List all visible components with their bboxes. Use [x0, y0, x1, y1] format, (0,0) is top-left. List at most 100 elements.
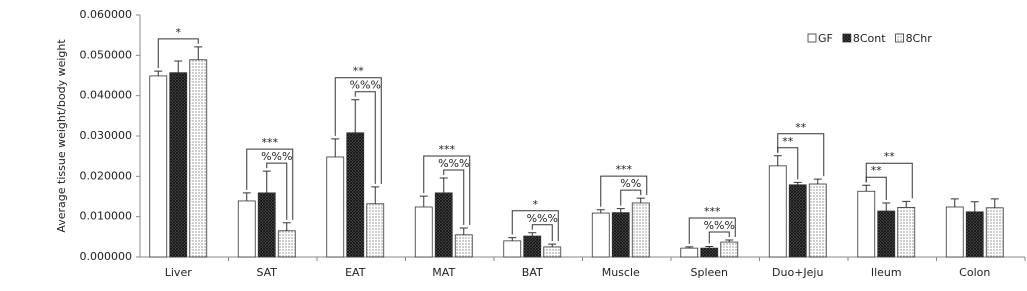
- x-tick-label: Ileum: [871, 266, 902, 279]
- x-tick-label: Colon: [959, 266, 990, 279]
- significance-label: ***: [616, 163, 633, 176]
- x-tick-label: Duo+Jeju: [772, 266, 823, 279]
- significance-label: ***: [704, 205, 721, 218]
- bar: [189, 59, 208, 258]
- bar: [346, 132, 365, 258]
- y-tick-label: 0.040000: [80, 89, 133, 102]
- error-bar: [371, 186, 380, 204]
- bar: [434, 192, 453, 258]
- significance-bracket: [423, 155, 471, 225]
- significance-label: *: [176, 26, 182, 39]
- error-bar: [508, 237, 517, 241]
- legend-swatch: [895, 33, 904, 43]
- x-tick-label: SAT: [256, 266, 277, 279]
- significance-label: **: [353, 65, 365, 78]
- bar: [945, 206, 964, 258]
- error-bar: [990, 198, 999, 208]
- bar: [414, 206, 433, 258]
- significance-label: %%: [620, 177, 641, 190]
- bar: [680, 247, 699, 258]
- significance-bracket: [334, 77, 382, 184]
- bar: [877, 210, 896, 258]
- error-bar: [902, 200, 911, 208]
- y-tick-label: 0.000000: [80, 250, 133, 263]
- significance-bracket: [620, 189, 642, 206]
- error-bar: [970, 201, 979, 212]
- significance-label: *: [533, 198, 539, 211]
- x-tick-label: EAT: [345, 266, 366, 279]
- bar: [591, 212, 610, 258]
- error-bar: [616, 208, 625, 213]
- error-bar: [725, 239, 734, 243]
- significance-label: ***: [262, 136, 279, 149]
- significance-label: %%%: [704, 219, 735, 232]
- significance-bracket: [443, 169, 465, 225]
- bar: [454, 234, 473, 258]
- error-bar: [685, 246, 694, 249]
- x-tick-label: Spleen: [690, 266, 728, 279]
- bar: [366, 203, 385, 258]
- legend-swatch: [807, 33, 817, 43]
- x-tick-label: Muscle: [602, 266, 640, 279]
- bar: [768, 165, 787, 258]
- significance-bracket: [511, 210, 559, 242]
- bar: [965, 211, 984, 258]
- significance-label: ***: [439, 143, 456, 156]
- significance-bracket: [777, 133, 825, 177]
- y-tick-label: 0.060000: [80, 8, 133, 21]
- error-bar: [596, 209, 605, 214]
- bar: [700, 247, 719, 258]
- significance-label: **: [884, 150, 896, 163]
- bar: [631, 202, 650, 258]
- bar: [808, 183, 827, 258]
- bar: [720, 241, 739, 258]
- error-bar: [174, 60, 183, 73]
- bar: [523, 235, 542, 258]
- significance-label: %%%: [261, 150, 292, 163]
- error-bar: [194, 46, 203, 60]
- error-bar: [154, 70, 163, 76]
- bar: [169, 72, 188, 258]
- error-bar: [262, 170, 271, 193]
- legend-label: 8Cont: [853, 32, 886, 45]
- legend-swatch: [842, 33, 852, 43]
- error-bar: [705, 246, 714, 249]
- error-bar: [773, 155, 782, 166]
- error-bar: [439, 177, 448, 193]
- bar: [897, 206, 916, 258]
- bar: [277, 230, 296, 258]
- significance-label: %%%: [350, 79, 381, 92]
- y-tick-label: 0.010000: [80, 210, 133, 223]
- error-bar: [882, 202, 891, 212]
- significance-bracket: [157, 38, 199, 69]
- y-tick-label: 0.050000: [80, 48, 133, 61]
- error-bar: [331, 138, 340, 157]
- significance-label: **: [795, 121, 807, 134]
- bar: [503, 240, 522, 258]
- x-tick-label: BAT: [522, 266, 543, 279]
- significance-label: **: [871, 164, 883, 177]
- significance-label: %%%: [527, 212, 558, 225]
- bar: [149, 75, 168, 258]
- y-axis-label: Average tissue weight/body weight: [55, 39, 68, 233]
- x-tick-label: MAT: [432, 266, 455, 279]
- error-bar: [282, 222, 291, 231]
- legend-label: 8Chr: [906, 32, 933, 45]
- significance-bracket: [688, 217, 736, 244]
- error-bar: [419, 195, 428, 207]
- error-bar: [459, 227, 468, 235]
- bar: [857, 190, 876, 258]
- error-bar: [351, 99, 360, 133]
- significance-bracket: [600, 175, 648, 207]
- bar: [788, 184, 807, 258]
- y-tick-label: 0.020000: [80, 169, 133, 182]
- error-bar: [793, 181, 802, 185]
- significance-bracket: [354, 91, 376, 184]
- bar: [985, 207, 1004, 258]
- error-bar: [548, 243, 557, 247]
- y-tick-label: 0.030000: [80, 129, 133, 142]
- significance-bracket: [266, 162, 288, 220]
- x-tick-label: Liver: [165, 266, 192, 279]
- bar: [326, 156, 345, 258]
